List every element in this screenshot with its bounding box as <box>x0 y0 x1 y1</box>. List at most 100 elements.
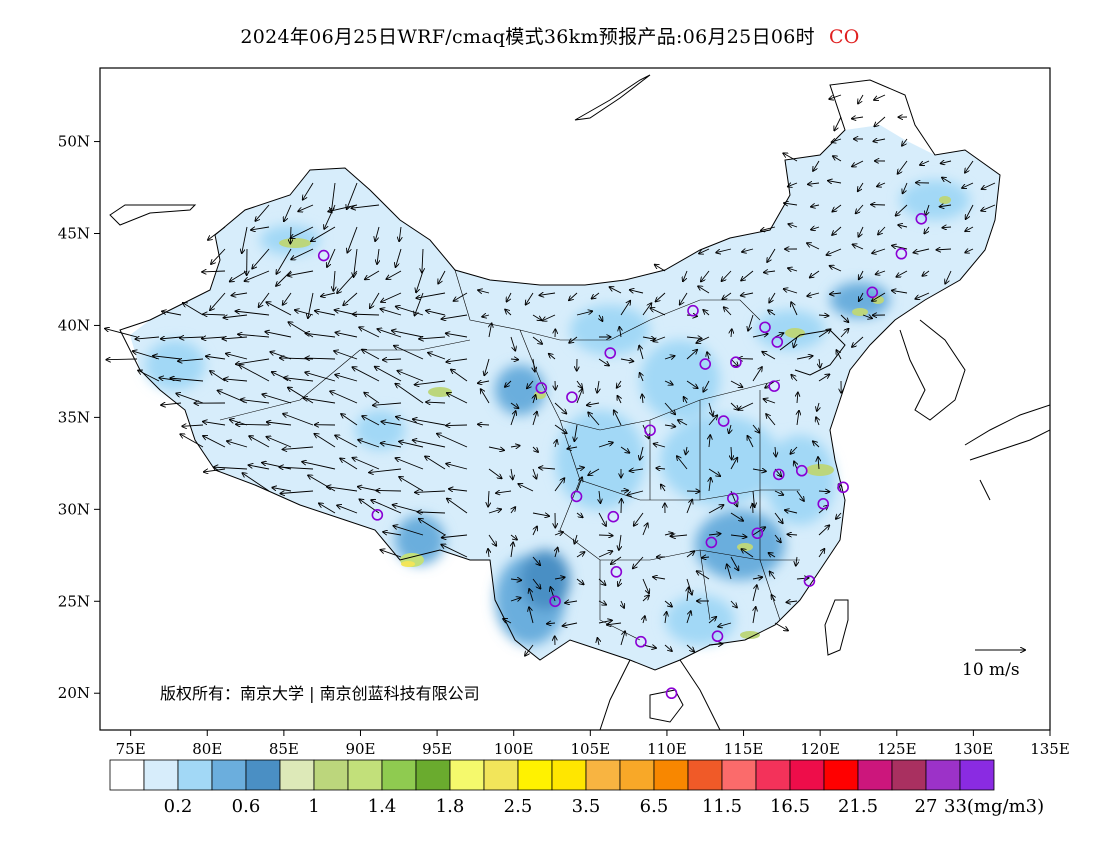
wind-vector <box>138 370 160 382</box>
wind-vector <box>428 353 446 360</box>
wind-vector <box>818 549 824 558</box>
wind-vector <box>214 467 248 469</box>
wind-vector <box>446 464 468 470</box>
wind-vector <box>654 444 666 447</box>
wind-vector <box>598 578 606 585</box>
wind-vector <box>298 204 314 211</box>
lon-tick-label: 80E <box>192 740 222 758</box>
wind-vector <box>664 425 675 427</box>
colorbar-label: 1.4 <box>368 796 397 817</box>
wind-vector <box>415 380 446 385</box>
wind-vector <box>683 270 688 281</box>
city-station-marker <box>566 391 578 403</box>
wind-vector <box>774 490 783 495</box>
lon-tick-label: 125E <box>877 740 917 758</box>
wind-vector <box>549 354 556 360</box>
wind-vector <box>614 410 622 426</box>
city-station-marker <box>570 490 583 503</box>
wind-vector <box>484 358 490 375</box>
wind-vector <box>393 526 424 536</box>
wind-vector <box>236 311 270 316</box>
lon-tick-label: 90E <box>345 740 375 758</box>
wind-vector <box>873 139 886 141</box>
colorbar-swatch <box>687 759 723 791</box>
wind-vector <box>397 371 424 382</box>
wind-vector <box>533 468 536 479</box>
wind-vector <box>489 323 492 338</box>
wind-vector <box>621 600 624 608</box>
wind-vector <box>202 337 226 339</box>
wind-vector <box>671 535 688 537</box>
city-station-marker <box>665 687 678 700</box>
wind-vector <box>288 387 314 404</box>
wind-vector <box>981 204 996 211</box>
wind-vector <box>532 314 542 320</box>
wind-vector <box>697 571 710 580</box>
wind-vector <box>210 371 226 382</box>
wind-vector <box>748 314 754 331</box>
wind-vector <box>180 337 204 338</box>
wind-vector <box>202 271 226 272</box>
wind-vector <box>630 469 644 471</box>
colorbar-label: 16.5 <box>770 796 810 817</box>
wind-vector <box>242 226 248 253</box>
wind-vector <box>161 403 182 405</box>
wind-vector <box>396 417 424 426</box>
wind-vector <box>510 411 516 426</box>
lon-tick-label: 115E <box>724 740 764 758</box>
wind-vector <box>251 226 270 230</box>
wind-vector <box>135 337 160 339</box>
wind-vector <box>639 346 644 360</box>
wind-vector <box>415 491 446 492</box>
wind-vector <box>653 336 666 341</box>
wind-vector <box>787 534 798 535</box>
wind-vector <box>303 398 336 404</box>
wind-vector <box>510 579 521 580</box>
wind-vector <box>753 607 756 624</box>
wind-vector <box>729 424 731 433</box>
wind-vector <box>227 441 248 448</box>
wind-vector <box>554 402 566 414</box>
wind-vector <box>416 270 424 292</box>
wind-vector <box>818 457 819 470</box>
wind-vector <box>770 572 776 580</box>
wind-vector <box>354 248 358 277</box>
wind-vector <box>730 458 737 470</box>
city-station-marker <box>803 575 816 587</box>
wind-vector <box>351 204 380 208</box>
wind-vector <box>840 329 848 338</box>
wind-vector <box>826 248 842 255</box>
wind-vector <box>532 512 549 516</box>
lon-tick-label: 105E <box>571 740 611 758</box>
wind-vector <box>598 551 612 558</box>
city-station-marker <box>604 347 617 359</box>
wind-vector <box>832 204 842 212</box>
wind-vector <box>399 441 424 448</box>
wind-vector <box>488 490 489 507</box>
wind-vector <box>871 204 886 205</box>
wind-vector <box>592 292 600 299</box>
wind-vector <box>262 394 292 404</box>
wind-vector <box>554 532 563 535</box>
wind-vector <box>547 623 556 624</box>
wind-vector <box>510 598 521 601</box>
wind-vector <box>203 314 226 315</box>
wind-vector <box>607 623 622 625</box>
lat-tick-label: 20N <box>58 684 90 702</box>
wind-vector <box>510 534 517 540</box>
wind-vector <box>896 204 908 216</box>
wind-vector <box>283 292 292 305</box>
wind-vector <box>425 456 446 470</box>
wind-vector <box>236 424 270 425</box>
wind-vector <box>244 270 270 281</box>
city-station-marker <box>915 212 928 225</box>
wind-vector <box>446 333 468 338</box>
city-station-marker <box>717 415 730 427</box>
title-main: 2024年06月25日WRF/cmaq模式36km预报产品:06月25日06时 <box>240 26 815 48</box>
lon-tick-label: 110E <box>647 740 687 758</box>
wind-vector <box>764 271 776 272</box>
wind-vector <box>259 292 270 307</box>
wind-vector <box>265 332 292 338</box>
wind-vector <box>598 535 613 536</box>
wind-vector <box>790 446 798 454</box>
